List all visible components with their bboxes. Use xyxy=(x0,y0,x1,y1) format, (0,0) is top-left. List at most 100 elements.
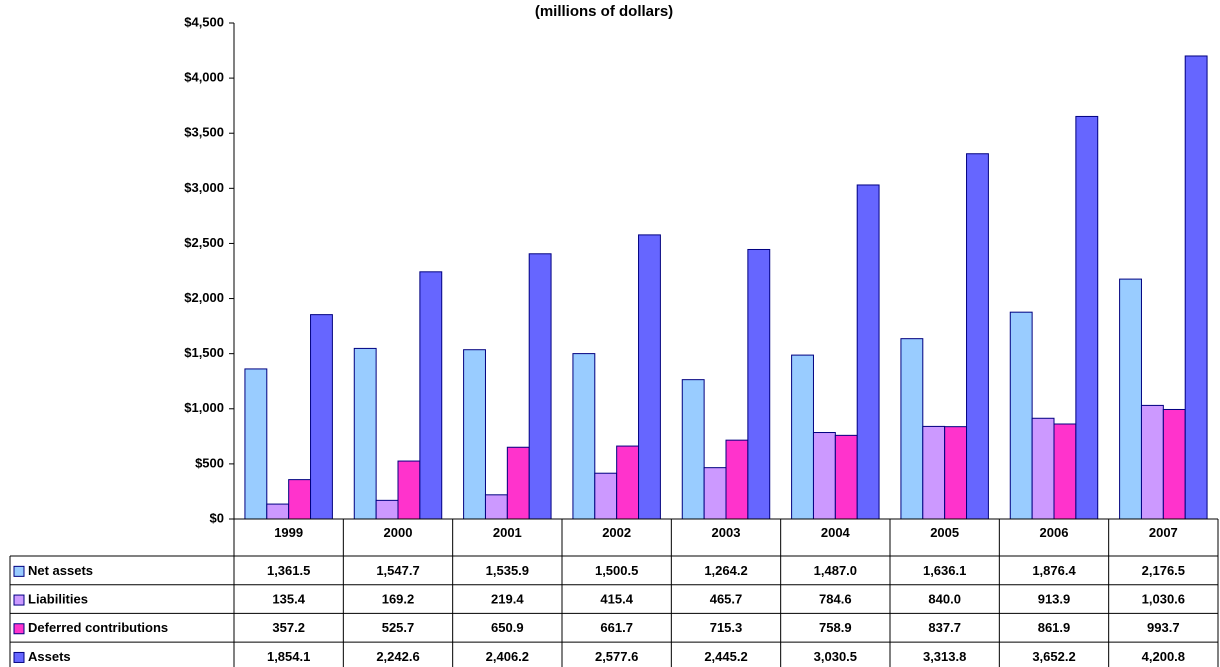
bar xyxy=(812,432,836,520)
bar xyxy=(594,472,618,520)
y-tick-label: $0 xyxy=(210,510,224,525)
x-tick-label: 2002 xyxy=(602,525,631,540)
table-value: 993.7 xyxy=(1147,620,1180,635)
legend-label: Net assets xyxy=(28,563,93,578)
bar xyxy=(1162,408,1186,520)
table-value: 715.3 xyxy=(710,620,743,635)
bar xyxy=(1031,417,1055,520)
x-tick-label: 2005 xyxy=(930,525,959,540)
bar xyxy=(1119,278,1142,520)
table-value: 913.9 xyxy=(1038,591,1071,606)
table-value: 1,854.1 xyxy=(267,649,310,664)
bar xyxy=(572,353,596,520)
bar xyxy=(1140,404,1164,520)
table-value: 525.7 xyxy=(382,620,415,635)
table-value: 1,876.4 xyxy=(1032,563,1076,578)
bar xyxy=(791,354,814,520)
y-tick-label: $2,500 xyxy=(184,235,224,250)
table-value: 2,406.2 xyxy=(486,649,529,664)
legend-label: Liabilities xyxy=(28,591,88,606)
bar xyxy=(484,494,508,520)
table-value: 1,500.5 xyxy=(595,563,638,578)
x-tick-label: 2004 xyxy=(821,525,851,540)
x-tick-label: 2003 xyxy=(712,525,741,540)
bar xyxy=(1053,423,1077,520)
y-tick-label: $4,500 xyxy=(184,14,224,29)
table-value: 1,030.6 xyxy=(1142,591,1185,606)
bar xyxy=(834,434,858,520)
table-value: 1,547.7 xyxy=(376,563,419,578)
table-value: 1,535.9 xyxy=(486,563,529,578)
y-tick-label: $2,000 xyxy=(184,290,224,305)
x-tick-label: 2000 xyxy=(384,525,413,540)
legend-swatch xyxy=(13,651,25,663)
bar xyxy=(747,248,771,520)
table-value: 650.9 xyxy=(491,620,524,635)
bar xyxy=(1075,115,1099,520)
table-value: 1,487.0 xyxy=(814,563,857,578)
bar xyxy=(856,184,880,520)
x-tick-label: 2007 xyxy=(1149,525,1178,540)
bar xyxy=(506,446,530,520)
x-tick-label: 2006 xyxy=(1040,525,1069,540)
table-value: 1,264.2 xyxy=(704,563,747,578)
bar xyxy=(1009,311,1033,520)
bar xyxy=(266,503,290,520)
table-value: 169.2 xyxy=(382,591,415,606)
chart-title: (millions of dollars) xyxy=(535,3,673,20)
table-value: 219.4 xyxy=(491,591,524,606)
table-value: 2,176.5 xyxy=(1142,563,1185,578)
y-tick-label: $4,000 xyxy=(184,70,224,85)
bar xyxy=(463,349,486,520)
bar xyxy=(900,338,924,520)
bar xyxy=(288,479,312,520)
table-value: 661.7 xyxy=(600,620,633,635)
legend-label: Assets xyxy=(28,649,71,664)
table-value: 1,636.1 xyxy=(923,563,966,578)
table-value: 840.0 xyxy=(928,591,961,606)
legend-label: Deferred contributions xyxy=(28,620,168,635)
table-value: 2,445.2 xyxy=(704,649,747,664)
bar xyxy=(638,234,661,520)
y-tick-label: $3,500 xyxy=(184,125,224,140)
table-value: 784.6 xyxy=(819,591,852,606)
bar xyxy=(1184,55,1208,520)
table-value: 3,030.5 xyxy=(814,649,857,664)
bar xyxy=(922,425,946,520)
table-value: 135.4 xyxy=(272,591,305,606)
table-value: 1,361.5 xyxy=(267,563,310,578)
table-value: 837.7 xyxy=(928,620,961,635)
x-tick-label: 1999 xyxy=(274,525,303,540)
table-value: 357.2 xyxy=(272,620,305,635)
table-value: 465.7 xyxy=(710,591,743,606)
legend-swatch xyxy=(13,565,25,577)
y-tick-label: $3,000 xyxy=(184,180,224,195)
bar xyxy=(616,445,640,520)
bar xyxy=(353,347,377,520)
bar xyxy=(725,439,749,520)
bar xyxy=(244,368,268,520)
bar xyxy=(703,467,727,520)
table-value: 2,242.6 xyxy=(376,649,419,664)
bar xyxy=(397,460,421,520)
table-value: 861.9 xyxy=(1038,620,1071,635)
bar xyxy=(966,153,989,520)
y-tick-label: $1,500 xyxy=(184,345,224,360)
bar xyxy=(681,379,705,520)
y-tick-label: $1,000 xyxy=(184,400,224,415)
legend-swatch xyxy=(13,594,25,606)
bar xyxy=(375,499,399,520)
bar xyxy=(419,271,443,520)
table-value: 4,200.8 xyxy=(1142,649,1185,664)
legend-swatch xyxy=(13,623,25,635)
table-value: 3,313.8 xyxy=(923,649,966,664)
y-tick-label: $500 xyxy=(195,455,224,470)
bar xyxy=(310,314,333,520)
bar xyxy=(528,253,552,520)
table-value: 2,577.6 xyxy=(595,649,638,664)
x-tick-label: 2001 xyxy=(493,525,522,540)
table-value: 3,652.2 xyxy=(1032,649,1075,664)
table-value: 758.9 xyxy=(819,620,852,635)
table-value: 415.4 xyxy=(600,591,633,606)
